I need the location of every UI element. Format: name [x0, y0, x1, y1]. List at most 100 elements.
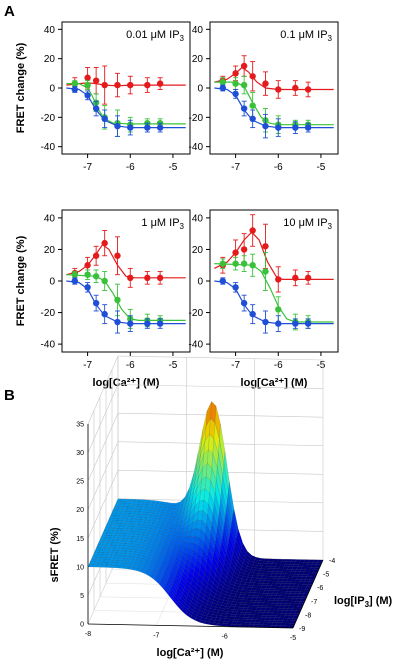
subplot-title-main: 10 μM IP: [283, 217, 327, 229]
back-wall-grid: [117, 355, 324, 361]
side-wall-grid: [87, 384, 119, 453]
x-tick-label: -5: [316, 360, 325, 371]
data-point: [84, 271, 91, 278]
data-point: [71, 80, 79, 87]
data-point: [71, 86, 79, 93]
data-point: [101, 277, 108, 285]
data-point: [92, 105, 100, 112]
y-tick-label: 40: [192, 25, 204, 36]
data-point: [114, 252, 121, 259]
z-tick-label: 15: [76, 536, 84, 543]
data-point: [262, 80, 269, 87]
y-tick-label: 20: [44, 54, 56, 65]
fit-curve-series-2: [66, 83, 186, 125]
data-point: [127, 320, 134, 327]
data-point: [304, 86, 312, 93]
subplot-title-main: 0.01 μM IP: [126, 29, 179, 41]
x-tick-label: -6: [126, 162, 135, 173]
ca-axis-line: [87, 623, 294, 629]
side-wall-grid: [87, 441, 119, 510]
data-point: [219, 277, 226, 285]
x-tick-label: -6: [126, 360, 135, 371]
data-point: [232, 260, 239, 267]
z-tick-label: 5: [80, 593, 84, 600]
y-tick-label: 0: [49, 277, 55, 288]
subplot-title-subscript: 3: [180, 34, 185, 43]
data-point: [240, 62, 248, 70]
data-point: [232, 80, 239, 87]
data-point: [304, 274, 312, 282]
data-point: [275, 124, 282, 131]
data-point: [156, 80, 164, 87]
fit-curve-series-3: [66, 280, 186, 325]
x-tick-label: -5: [168, 162, 177, 173]
data-point: [144, 274, 151, 282]
y-tick-label: -40: [189, 340, 204, 351]
data-point: [240, 246, 248, 253]
ip3-tick-label: -9: [299, 626, 305, 633]
x-axis-label: log[Ca²⁺] (M): [93, 377, 160, 389]
y-tick-label: 0: [49, 84, 55, 95]
data-point: [71, 277, 79, 285]
ca-tick-label: -8: [85, 631, 91, 638]
panel-a-letter: A: [4, 3, 15, 20]
data-point: [127, 274, 134, 282]
data-point: [304, 320, 312, 327]
data-point: [292, 124, 299, 131]
data-point: [292, 274, 299, 282]
z-tick-label: 35: [76, 422, 84, 429]
data-point: [92, 299, 100, 307]
data-point: [114, 318, 121, 326]
data-point: [249, 102, 256, 109]
fit-curve-series-3: [214, 87, 334, 129]
panel-b-letter: B: [4, 387, 15, 404]
ip3-tick-label: -7: [311, 599, 317, 606]
data-point: [156, 124, 164, 131]
data-point: [232, 70, 239, 77]
ip3-label-end: ] (M): [369, 595, 393, 607]
data-point: [275, 320, 282, 327]
side-wall-grid: [87, 470, 119, 539]
data-point: [249, 227, 256, 234]
plot-frame: [61, 209, 191, 353]
data-point: [101, 239, 108, 247]
subplot-title: 10 μM IP3: [283, 217, 332, 231]
data-point: [219, 84, 226, 92]
ip3-tick-label: -4: [329, 558, 335, 565]
y-axis-label: FRET change (%): [15, 235, 27, 326]
data-point: [101, 115, 108, 123]
data-point: [127, 124, 134, 131]
subplot-title: 0.1 μM IP3: [280, 29, 332, 43]
data-point: [84, 284, 91, 291]
fit-curve-series-1: [66, 243, 186, 279]
data-point: [92, 77, 100, 84]
subplot-title-main: 1 μM IP: [141, 217, 179, 229]
data-point: [156, 320, 164, 327]
plot-frame: [209, 21, 339, 155]
data-point: [114, 122, 121, 130]
data-point: [84, 81, 91, 89]
ip3-axis-line: [292, 559, 324, 629]
y-tick-label: -20: [41, 308, 56, 319]
y-tick-label: 40: [44, 213, 56, 224]
data-point: [101, 310, 108, 318]
data-point: [249, 73, 256, 80]
data-point: [304, 124, 312, 131]
data-point: [144, 320, 151, 327]
back-wall-grid: [117, 384, 324, 389]
subplot-title-subscript: 3: [328, 34, 333, 43]
x-tick-label: -7: [83, 162, 92, 173]
x-tick-label: -7: [231, 360, 240, 371]
data-point: [262, 122, 269, 130]
data-point: [71, 271, 79, 278]
data-point: [292, 84, 299, 92]
subplot-title-main: 0.1 μM IP: [280, 29, 327, 41]
data-point: [144, 124, 151, 131]
data-point: [249, 310, 256, 318]
x-tick-label: -7: [83, 360, 92, 371]
subplot-title: 1 μM IP3: [141, 217, 184, 231]
y-tick-label: -40: [189, 142, 204, 153]
data-point: [262, 243, 269, 250]
